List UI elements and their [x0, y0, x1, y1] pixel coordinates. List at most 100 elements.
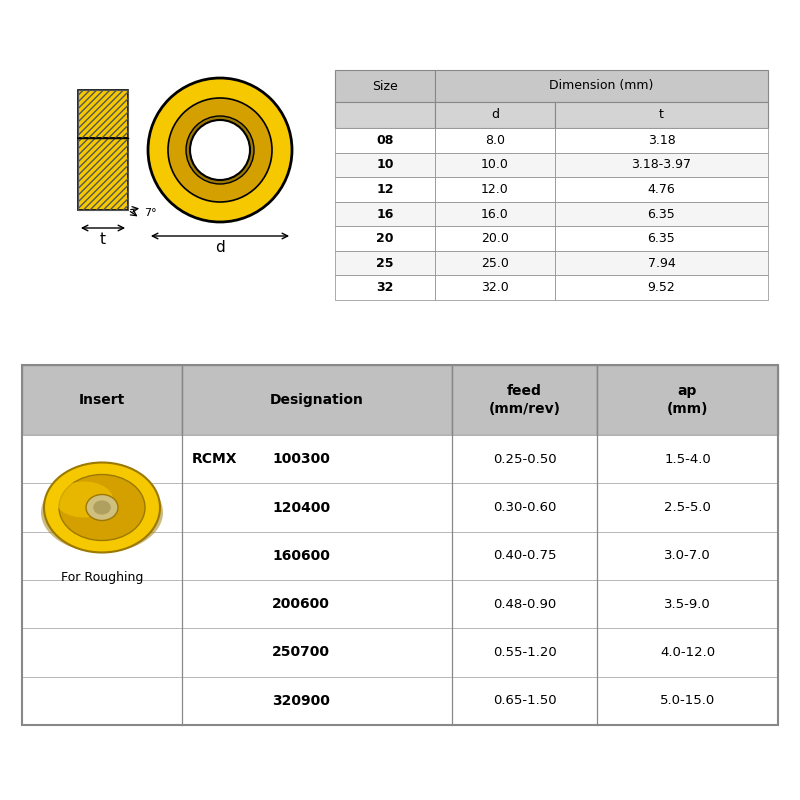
Bar [435, 70, 768, 102]
Ellipse shape [41, 473, 163, 553]
Bar [452, 435, 597, 483]
Bar [435, 202, 555, 226]
Text: d: d [215, 241, 225, 255]
Bar [335, 102, 435, 128]
Bar [435, 153, 555, 177]
Text: Insert: Insert [79, 393, 125, 407]
Bar [555, 128, 768, 153]
Text: feed
(mm/rev): feed (mm/rev) [489, 384, 561, 416]
Bar [22, 435, 182, 483]
Bar [555, 153, 768, 177]
Text: 0.40-0.75: 0.40-0.75 [493, 550, 556, 562]
Ellipse shape [55, 482, 113, 518]
Text: 3.5-9.0: 3.5-9.0 [664, 598, 711, 610]
Bar [452, 532, 597, 580]
Text: 200600: 200600 [272, 597, 330, 611]
Text: 10: 10 [376, 158, 394, 171]
Text: 3.0-7.0: 3.0-7.0 [664, 550, 711, 562]
Text: 20.0: 20.0 [481, 232, 509, 245]
Bar [182, 580, 452, 628]
Text: RCMX: RCMX [192, 452, 238, 466]
Bar [182, 628, 452, 677]
Bar [555, 275, 768, 300]
Bar [22, 365, 182, 435]
Bar [22, 628, 182, 677]
Text: 4.76: 4.76 [648, 183, 675, 196]
Bar [435, 128, 555, 153]
Bar [597, 365, 778, 435]
Bar [22, 677, 182, 725]
Bar [22, 365, 778, 725]
Polygon shape [78, 90, 128, 138]
Bar [452, 483, 597, 532]
Text: 7°: 7° [144, 208, 157, 218]
Bar [435, 102, 555, 128]
Bar [435, 251, 555, 275]
Ellipse shape [59, 474, 145, 541]
Text: 0.25-0.50: 0.25-0.50 [493, 453, 556, 466]
Text: 08: 08 [376, 134, 394, 146]
Text: 8.0: 8.0 [485, 134, 505, 146]
Text: 32: 32 [376, 282, 394, 294]
Text: 2.5-5.0: 2.5-5.0 [664, 501, 711, 514]
Text: 3.18: 3.18 [648, 134, 675, 146]
Text: 120400: 120400 [272, 501, 330, 514]
Text: t: t [659, 109, 664, 122]
Circle shape [148, 78, 292, 222]
Text: 7.94: 7.94 [648, 257, 675, 270]
Text: 0.65-1.50: 0.65-1.50 [493, 694, 556, 707]
Bar [335, 128, 435, 153]
Text: Designation: Designation [270, 393, 364, 407]
Text: t: t [100, 231, 106, 246]
Text: 25.0: 25.0 [481, 257, 509, 270]
Bar [335, 226, 435, 251]
Bar [22, 532, 182, 580]
Text: 12: 12 [376, 183, 394, 196]
Bar [182, 532, 452, 580]
Text: 0.55-1.20: 0.55-1.20 [493, 646, 556, 659]
Bar [555, 202, 768, 226]
Ellipse shape [93, 500, 110, 514]
Bar [435, 275, 555, 300]
Bar [182, 677, 452, 725]
Ellipse shape [86, 494, 118, 521]
Bar [182, 365, 452, 435]
Text: 5.0-15.0: 5.0-15.0 [660, 694, 715, 707]
Text: For Roughing: For Roughing [61, 570, 143, 583]
Bar [597, 628, 778, 677]
Bar [452, 628, 597, 677]
Bar [335, 70, 435, 102]
Text: 100300: 100300 [272, 452, 330, 466]
Bar [597, 677, 778, 725]
Text: 32.0: 32.0 [481, 282, 509, 294]
Bar [555, 251, 768, 275]
Bar [597, 483, 778, 532]
Text: 160600: 160600 [272, 549, 330, 563]
Bar [555, 177, 768, 202]
Text: 320900: 320900 [272, 694, 330, 708]
Text: 0.30-0.60: 0.30-0.60 [493, 501, 556, 514]
Bar [335, 153, 435, 177]
Bar [22, 580, 182, 628]
Text: 16: 16 [376, 207, 394, 221]
Bar [435, 226, 555, 251]
Bar [335, 177, 435, 202]
Text: Dimension (mm): Dimension (mm) [550, 79, 654, 93]
Text: 10.0: 10.0 [481, 158, 509, 171]
Polygon shape [78, 138, 128, 210]
Bar [182, 435, 452, 483]
Text: 12.0: 12.0 [481, 183, 509, 196]
Bar [335, 275, 435, 300]
Text: 25: 25 [376, 257, 394, 270]
Circle shape [190, 120, 250, 180]
Text: 3.18-3.97: 3.18-3.97 [631, 158, 691, 171]
Ellipse shape [44, 462, 160, 553]
Text: d: d [491, 109, 499, 122]
Text: 6.35: 6.35 [648, 207, 675, 221]
Text: 9.52: 9.52 [648, 282, 675, 294]
Bar [597, 435, 778, 483]
Bar [452, 677, 597, 725]
Bar [22, 483, 182, 532]
Text: 0.48-0.90: 0.48-0.90 [493, 598, 556, 610]
Bar [555, 102, 768, 128]
